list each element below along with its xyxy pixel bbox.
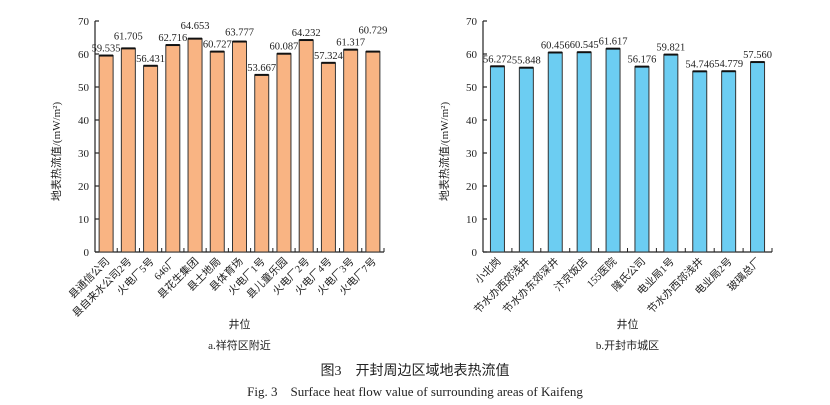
- x-axis-label: 井位: [229, 317, 251, 331]
- y-tick-label: 70: [466, 16, 478, 28]
- bar: [232, 41, 247, 253]
- x-axis-label: 井位: [617, 317, 639, 331]
- bar: [692, 70, 708, 253]
- bar: [143, 65, 159, 253]
- data-label: 59.821: [656, 43, 685, 54]
- data-label: 63.777: [225, 28, 254, 39]
- figure-caption-cn: 图3 开封周边区域地表热流值: [320, 364, 510, 379]
- y-tick-label: 20: [78, 181, 90, 193]
- y-tick-label: 40: [466, 115, 478, 127]
- bar: [576, 51, 592, 253]
- chart-b: 01020304050607056.272小北岗55.848节水办西郊浅井60.…: [437, 16, 773, 352]
- bar: [120, 47, 136, 253]
- data-label: 56.272: [483, 54, 512, 65]
- y-axis-label: 地表热流值/(mW/m²): [49, 102, 63, 202]
- bar: [187, 38, 203, 253]
- bar: [320, 62, 336, 253]
- data-label: 56.431: [136, 54, 165, 65]
- bar: [365, 51, 381, 253]
- data-label: 61.617: [599, 37, 628, 48]
- data-label: 60.727: [203, 40, 232, 51]
- y-tick-label: 50: [466, 82, 478, 94]
- bar: [518, 67, 534, 253]
- bar: [605, 48, 621, 253]
- bar: [254, 74, 270, 253]
- y-tick-label: 0: [472, 247, 478, 259]
- data-label: 57.560: [743, 50, 772, 61]
- y-tick-label: 30: [466, 148, 478, 160]
- bar: [663, 54, 679, 253]
- bar: [209, 51, 225, 253]
- bar: [721, 70, 737, 253]
- data-label: 64.653: [181, 21, 210, 32]
- subcaption: a.祥符区附近: [208, 338, 271, 352]
- data-label: 57.324: [314, 51, 344, 62]
- data-label: 55.848: [512, 56, 541, 67]
- y-tick-label: 60: [78, 49, 90, 61]
- subcaption: b.开封市城区: [596, 338, 659, 352]
- data-label: 54.779: [714, 59, 743, 70]
- chart-a: 01020304050607059.535县通信公司61.705县自来水公司2号…: [49, 16, 387, 352]
- data-label: 54.746: [685, 59, 714, 70]
- bar: [165, 44, 181, 253]
- data-label: 64.232: [292, 28, 321, 39]
- bar: [98, 55, 114, 253]
- bar: [343, 49, 359, 253]
- data-label: 56.176: [628, 55, 657, 66]
- bar: [276, 53, 292, 253]
- data-label: 62.716: [158, 33, 187, 44]
- y-axis-label: 地表热流值/(mW/m²): [437, 102, 451, 202]
- data-label: 60.087: [270, 42, 299, 53]
- bar: [547, 51, 563, 253]
- data-label: 60.545: [570, 40, 599, 51]
- bar: [298, 39, 314, 253]
- data-label: 60.456: [541, 40, 570, 51]
- y-tick-label: 50: [78, 82, 90, 94]
- figure-caption-en: Fig. 3 Surface heat flow value of surrou…: [247, 384, 583, 399]
- bar: [634, 66, 650, 253]
- y-tick-label: 40: [78, 115, 90, 127]
- y-tick-label: 70: [78, 16, 90, 28]
- y-tick-label: 0: [84, 247, 90, 259]
- data-label: 59.535: [92, 44, 121, 55]
- bar: [489, 65, 505, 253]
- data-label: 61.317: [336, 38, 365, 49]
- y-tick-label: 60: [466, 49, 478, 61]
- y-tick-label: 10: [78, 214, 90, 226]
- y-tick-label: 10: [466, 214, 478, 226]
- data-label: 61.705: [114, 32, 143, 43]
- data-label: 53.667: [247, 63, 276, 74]
- bar: [750, 61, 766, 253]
- data-label: 60.729: [358, 26, 387, 37]
- y-tick-label: 30: [78, 148, 90, 160]
- y-tick-label: 20: [466, 181, 478, 193]
